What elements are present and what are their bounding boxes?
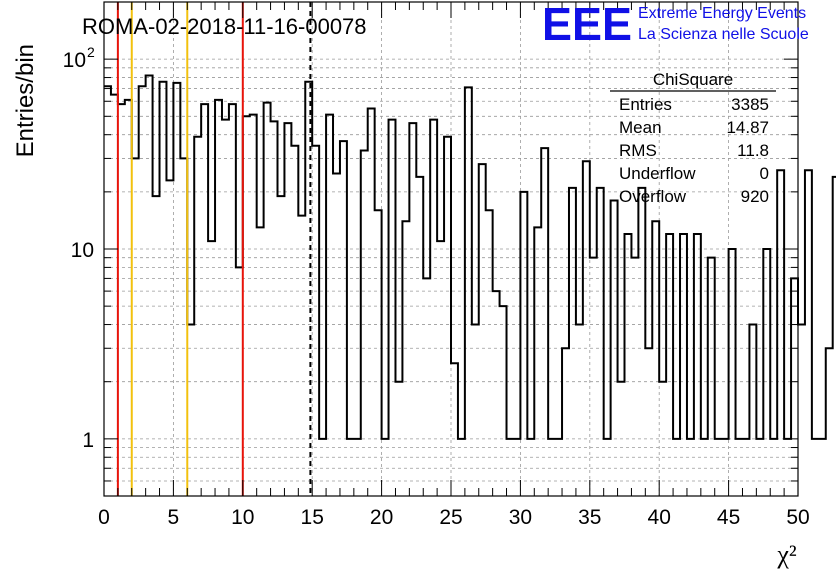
stats-label: Mean <box>619 118 662 137</box>
x-axis-label: χ² <box>776 540 797 569</box>
logo-text: EEE <box>542 0 632 50</box>
stats-label: Overflow <box>619 187 687 206</box>
y-tick-label: 1 <box>82 429 94 452</box>
x-tick-label: 25 <box>439 506 462 529</box>
histogram-series <box>104 74 836 440</box>
stats-label: RMS <box>619 141 657 160</box>
stats-label: Entries <box>619 95 672 114</box>
x-tick-label: 40 <box>648 506 671 529</box>
stats-box: ChiSquare Entries 3385 Mean 14.87 RMS 11.8 Und… <box>610 70 776 206</box>
stats-value: 11.8 <box>737 141 769 160</box>
histogram-outline <box>104 74 836 440</box>
x-tick-label: 20 <box>370 506 393 529</box>
logo-line-2: La Scienza nelle Scuole <box>638 26 809 43</box>
stats-value: 14.87 <box>726 118 769 137</box>
x-tick-label: 5 <box>168 506 180 529</box>
y-axis-label: Entries/bin <box>12 44 39 157</box>
x-tick-label: 10 <box>231 506 254 529</box>
x-tick-label: 15 <box>301 506 324 529</box>
stats-title: ChiSquare <box>653 70 733 89</box>
eee-logo: EEE Extreme Energy Events La Scienza nel… <box>542 0 809 50</box>
x-tick-label: 45 <box>717 506 740 529</box>
y-tick-label-exponent: 2 <box>87 44 95 60</box>
stats-value: 3385 <box>731 95 769 114</box>
x-tick-label: 0 <box>98 506 110 529</box>
stats-rows: Entries 3385 Mean 14.87 RMS 11.8 Underflow 0 Ove… <box>619 95 769 206</box>
y-tick-label: 10 <box>63 49 86 72</box>
x-tick-label: 30 <box>509 506 532 529</box>
logo-line-1: Extreme Energy Events <box>638 5 806 22</box>
y-tick-label: 10 <box>71 239 94 262</box>
stats-label: Underflow <box>619 164 696 183</box>
x-axis: 0 5 10 15 20 25 30 35 40 45 50 <box>98 2 810 529</box>
chart-title: ROMA-02-2018-11-16-00078 <box>82 14 367 39</box>
x-tick-label: 50 <box>786 506 809 529</box>
reference-lines <box>116 2 312 496</box>
x-tick-label: 35 <box>578 506 601 529</box>
stats-value: 0 <box>760 164 769 183</box>
stats-value: 920 <box>741 187 769 206</box>
